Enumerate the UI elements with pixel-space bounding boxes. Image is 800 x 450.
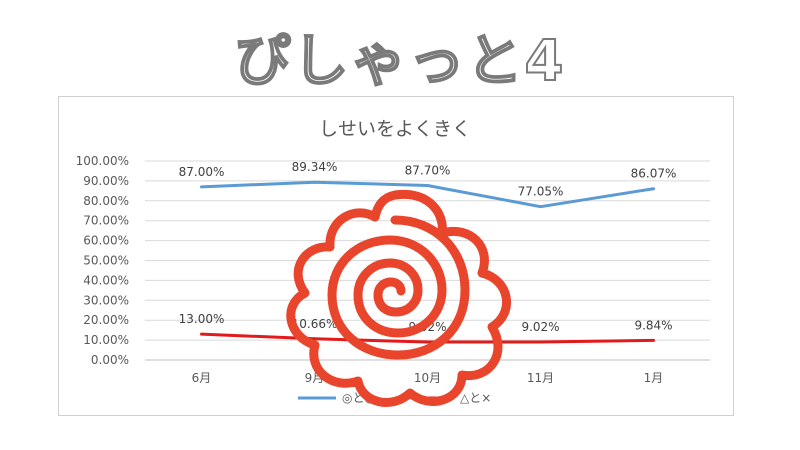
x-tick-label: 1月 — [644, 371, 664, 385]
data-point — [200, 185, 203, 189]
data-label: 77.05% — [518, 185, 564, 199]
x-tick-label: 10月 — [414, 371, 441, 385]
slide-title: ぴしゃっと4 — [234, 29, 566, 95]
data-point — [652, 187, 655, 191]
data-point — [426, 183, 429, 187]
y-tick-label: 70.00% — [83, 214, 129, 228]
y-tick-label: 60.00% — [83, 234, 129, 248]
data-label: 10.66% — [292, 317, 338, 331]
data-label: 87.70% — [405, 163, 451, 177]
swirl-flower-icon — [286, 189, 511, 407]
data-point — [652, 338, 655, 342]
data-point — [539, 205, 542, 209]
y-tick-label: 100.00% — [76, 154, 129, 168]
data-point — [426, 340, 429, 344]
data-label: 87.00% — [179, 165, 225, 179]
chart-frame — [58, 96, 734, 416]
data-point — [200, 332, 203, 336]
chart-title: しせいをよくきく — [319, 118, 471, 140]
x-tick-label: 11月 — [527, 371, 554, 385]
y-tick-label: 30.00% — [83, 293, 129, 307]
y-tick-label: 80.00% — [83, 194, 129, 208]
data-label: 86.07% — [631, 167, 677, 181]
y-tick-label: 40.00% — [83, 273, 129, 287]
y-tick-label: 10.00% — [83, 333, 129, 347]
data-point — [313, 180, 316, 184]
y-tick-label: 0.00% — [91, 353, 129, 367]
y-tick-label: 50.00% — [83, 254, 129, 268]
data-label: 9.02% — [521, 320, 559, 334]
y-tick-label: 20.00% — [83, 313, 129, 327]
y-tick-label: 90.00% — [83, 174, 129, 188]
data-point — [313, 337, 316, 341]
data-label: 89.34% — [292, 160, 338, 174]
legend-label: △と× — [460, 391, 491, 405]
data-point — [539, 340, 542, 344]
data-label: 13.00% — [179, 312, 225, 326]
x-tick-label: 6月 — [192, 371, 212, 385]
data-label: 9.84% — [634, 318, 672, 332]
